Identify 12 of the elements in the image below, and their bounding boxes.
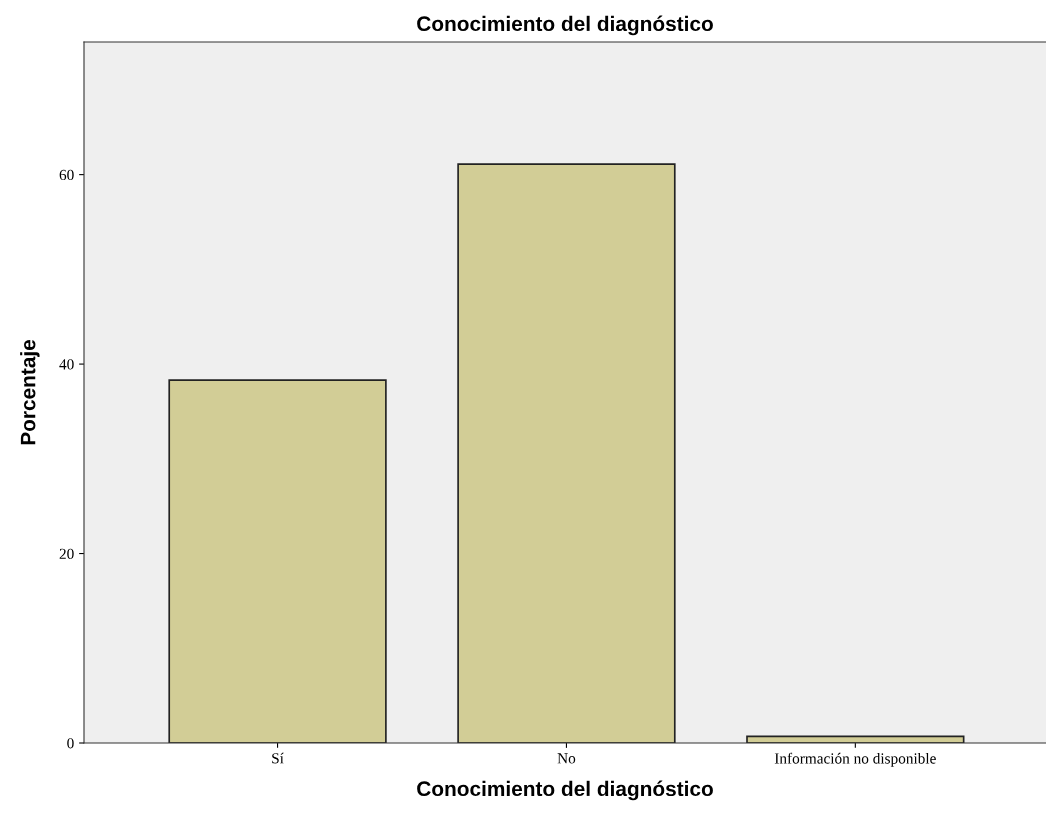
bar (457, 163, 676, 743)
x-tick-label: Sí (272, 752, 284, 764)
y-axis-title: Porcentaje (20, 339, 40, 445)
chart-title: Conocimiento del diagnóstico (417, 15, 713, 36)
x-tick-label: No (557, 753, 576, 764)
y-tick-label: 60 (59, 169, 74, 181)
y-tick-label: 40 (59, 359, 74, 370)
y-tick-label: 0 (67, 738, 74, 749)
y-tick-label: 20 (59, 548, 74, 559)
bar (168, 379, 387, 743)
x-tick-label: Información no disponible (774, 752, 936, 767)
x-axis-title: Conocimiento del diagnóstico (417, 780, 713, 801)
